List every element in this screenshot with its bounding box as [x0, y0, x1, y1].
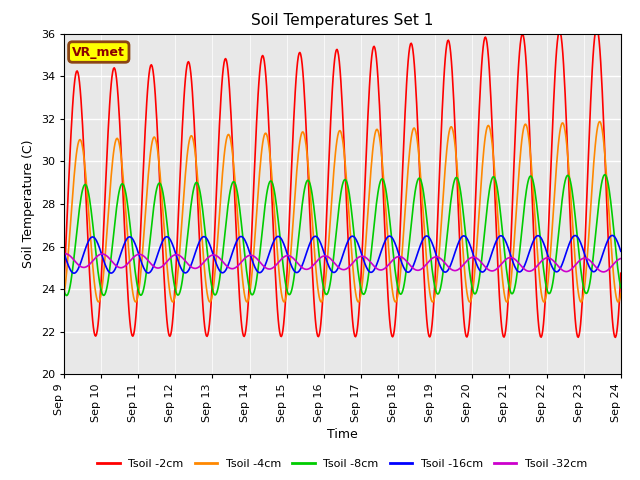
Tsoil -2cm — [182, 68, 190, 74]
Line: Tsoil -16cm: Tsoil -16cm — [64, 236, 621, 273]
Tsoil -2cm — [593, 25, 601, 31]
Tsoil -32cm — [389, 257, 397, 263]
Tsoil -2cm — [60, 279, 68, 285]
Tsoil -2cm — [388, 333, 396, 339]
Tsoil -2cm — [566, 205, 573, 211]
Line: Tsoil -4cm: Tsoil -4cm — [64, 121, 621, 302]
Tsoil -8cm — [183, 239, 191, 244]
Tsoil -16cm — [207, 245, 215, 251]
Tsoil -2cm — [443, 41, 451, 47]
Tsoil -4cm — [596, 119, 604, 124]
Tsoil -16cm — [566, 238, 574, 244]
Tsoil -8cm — [207, 279, 215, 285]
Tsoil -8cm — [617, 285, 625, 290]
Tsoil -4cm — [206, 299, 214, 305]
Tsoil -16cm — [335, 264, 342, 270]
Tsoil -16cm — [183, 269, 191, 275]
Tsoil -32cm — [566, 267, 574, 273]
Tsoil -16cm — [389, 236, 397, 241]
Tsoil -8cm — [389, 246, 397, 252]
Legend: Tsoil -2cm, Tsoil -4cm, Tsoil -8cm, Tsoil -16cm, Tsoil -32cm: Tsoil -2cm, Tsoil -4cm, Tsoil -8cm, Tsoi… — [93, 455, 592, 474]
Text: VR_met: VR_met — [72, 46, 125, 59]
Tsoil -8cm — [601, 172, 609, 178]
Tsoil -8cm — [335, 208, 342, 214]
Line: Tsoil -8cm: Tsoil -8cm — [64, 175, 621, 296]
Tsoil -32cm — [444, 263, 451, 269]
Tsoil -8cm — [60, 288, 68, 293]
Tsoil -4cm — [334, 133, 342, 139]
Tsoil -16cm — [617, 248, 625, 254]
Tsoil -16cm — [609, 233, 616, 239]
Tsoil -8cm — [444, 228, 451, 234]
Tsoil -4cm — [614, 299, 622, 305]
Tsoil -4cm — [617, 290, 625, 296]
Tsoil -32cm — [617, 256, 625, 262]
Tsoil -2cm — [612, 335, 620, 340]
Tsoil -8cm — [566, 179, 574, 185]
Tsoil -4cm — [443, 147, 451, 153]
Tsoil -4cm — [388, 284, 396, 289]
Tsoil -8cm — [63, 293, 70, 299]
Tsoil -32cm — [335, 264, 342, 270]
Tsoil -2cm — [617, 270, 625, 276]
Tsoil -32cm — [60, 251, 68, 257]
Tsoil -2cm — [206, 313, 214, 319]
Tsoil -32cm — [207, 252, 215, 258]
Tsoil -32cm — [61, 251, 68, 256]
Tsoil -4cm — [60, 291, 68, 297]
X-axis label: Time: Time — [327, 428, 358, 441]
Tsoil -16cm — [70, 270, 78, 276]
Title: Soil Temperatures Set 1: Soil Temperatures Set 1 — [252, 13, 433, 28]
Y-axis label: Soil Temperature (C): Soil Temperature (C) — [22, 140, 35, 268]
Line: Tsoil -2cm: Tsoil -2cm — [64, 28, 621, 337]
Tsoil -16cm — [60, 250, 68, 256]
Tsoil -2cm — [334, 48, 342, 54]
Tsoil -32cm — [183, 260, 191, 266]
Tsoil -4cm — [182, 162, 190, 168]
Tsoil -16cm — [444, 268, 451, 274]
Tsoil -4cm — [566, 179, 573, 185]
Line: Tsoil -32cm: Tsoil -32cm — [64, 253, 621, 272]
Tsoil -32cm — [599, 269, 607, 275]
